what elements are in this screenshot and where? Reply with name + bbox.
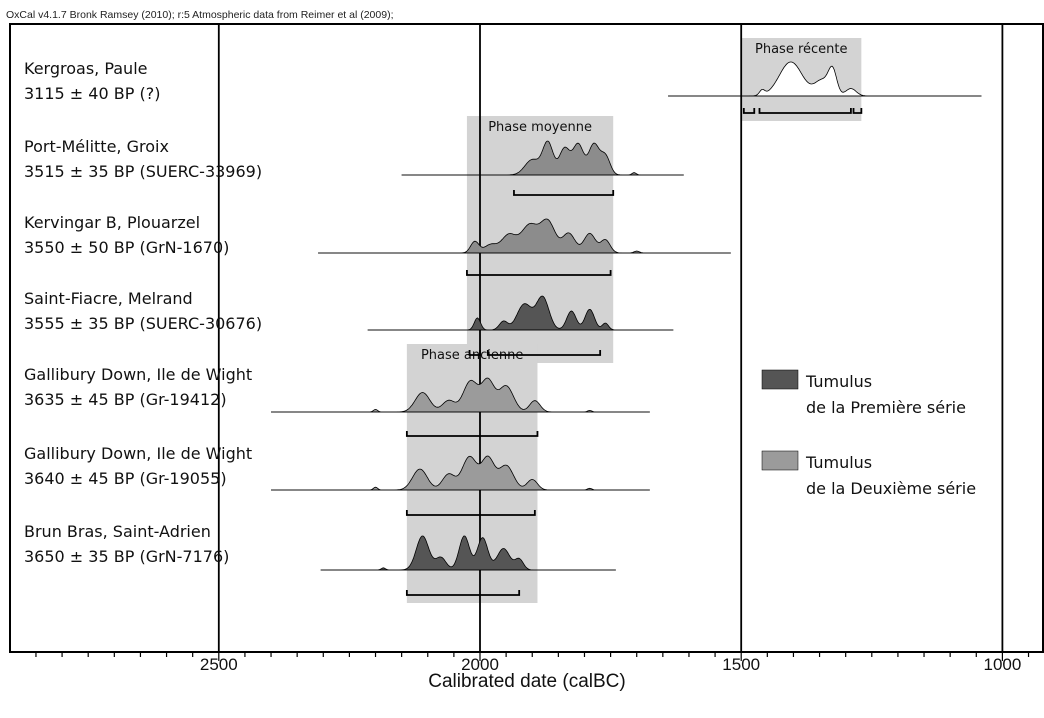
hpd-range-bracket [468,350,481,356]
legend-label: Tumulus [805,372,872,391]
radiocarbon-date: 3555 ± 35 BP (SUERC-30676) [24,314,262,333]
hpd-range-bracket [513,190,615,196]
hpd-range-bracket [466,270,612,276]
site-name: Gallibury Down, Ile de Wight [24,365,252,384]
phase-label: Phase moyenne [488,120,592,135]
legend-label: de la Deuxième série [806,479,976,498]
site-name: Saint-Fiacre, Melrand [24,289,193,308]
hpd-range-bracket [405,510,536,516]
legend-label: de la Première série [806,398,966,417]
x-axis-title: Calibrated date (calBC) [428,671,625,692]
radiocarbon-date: 3515 ± 35 BP (SUERC-33969) [24,162,262,181]
legend-swatch [761,369,799,390]
axis-tick-label: 2000 [461,655,499,674]
series-labels: Kergroas, Paule 3115 ± 40 BP (?) Port-Méli… [24,59,262,566]
radiocarbon-date: 3635 ± 45 BP (Gr-19412) [24,390,227,409]
radiocarbon-date: 3550 ± 50 BP (GrN-1670) [24,238,229,257]
phase-label: Phase récente [755,42,848,57]
radiocarbon-date: 3650 ± 35 BP (GrN-7176) [24,547,229,566]
hpd-range-bracket [742,108,756,114]
hpd-range-bracket [852,108,863,114]
chart-credit: OxCal v4.1.7 Bronk Ramsey (2010); r:5 At… [6,9,394,21]
site-name: Kervingar B, Plouarzel [24,213,200,232]
hpd-range-bracket [758,108,852,114]
distributions [271,61,982,596]
legend: Tumulus de la Première série Tumulus de la … [761,369,976,498]
legend-swatch [761,450,799,471]
legend-label: Tumulus [805,453,872,472]
site-name: Kergroas, Paule [24,59,147,78]
axis-tick-label: 1000 [983,655,1021,674]
site-name: Gallibury Down, Ile de Wight [24,444,252,463]
hpd-range-bracket [405,431,539,437]
site-name: Port-Mélitte, Groix [24,137,169,156]
radiocarbon-date: 3115 ± 40 BP (?) [24,84,160,103]
hpd-range-bracket [486,350,602,356]
radiocarbon-date: 3640 ± 45 BP (Gr-19055) [24,469,227,488]
plot-frame [9,23,1044,653]
axis-tick-label: 1500 [722,655,760,674]
hpd-range-bracket [405,590,521,596]
x-axis: 2500 2000 1500 1000 [35,652,1030,674]
grid-lines [217,24,1004,652]
axis-tick-label: 2500 [200,655,238,674]
site-name: Brun Bras, Saint-Adrien [24,522,211,541]
